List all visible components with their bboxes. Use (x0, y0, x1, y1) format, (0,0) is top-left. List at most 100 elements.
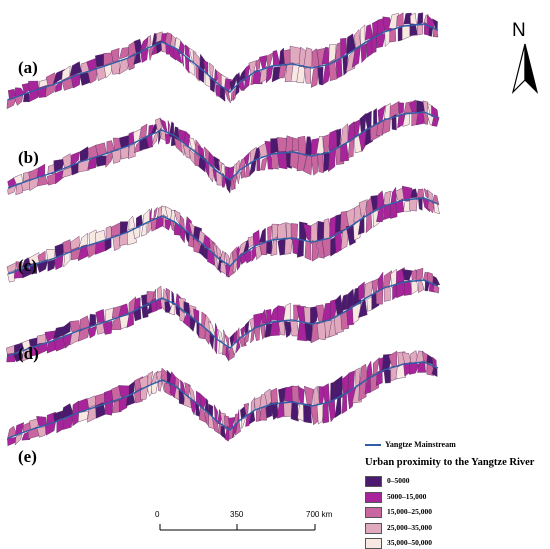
district-cell (153, 206, 158, 220)
district-cell (260, 156, 268, 171)
district-cell (291, 385, 300, 406)
district-cell (417, 12, 424, 26)
district-cell (128, 380, 135, 399)
legend-class-0: 0–5000 (365, 476, 410, 487)
district-cell (297, 321, 308, 342)
legend-class-label-3: 25,000–35,000 (387, 522, 432, 532)
district-cell (417, 197, 423, 211)
district-cell (422, 100, 429, 114)
district-cell (234, 421, 241, 436)
map-panel-4 (7, 350, 439, 447)
district-cell (276, 151, 288, 170)
district-cell (127, 143, 136, 159)
district-cell (243, 403, 249, 417)
district-cell (365, 211, 373, 234)
district-cell (372, 207, 380, 228)
legend-swatch-2 (365, 507, 382, 518)
district-cell (95, 155, 107, 167)
district-cell (276, 137, 287, 154)
district-cell (139, 36, 149, 52)
district-cell (277, 222, 287, 240)
district-cell (62, 239, 72, 254)
map-panel-1 (7, 99, 440, 196)
legend-class-4: 35,000–50,000 (365, 538, 432, 549)
legend-river-entry: Yangtze Mainstream (365, 440, 456, 449)
district-cell (184, 44, 191, 59)
district-cell (357, 214, 365, 235)
district-cell (47, 258, 57, 272)
river-line-icon (365, 444, 381, 447)
district-cell (248, 60, 258, 75)
district-cell (255, 245, 262, 261)
district-cell (164, 133, 172, 145)
district-cell (289, 45, 301, 65)
map-panel-0 (6, 12, 439, 110)
district-cell (14, 433, 23, 446)
district-cell (158, 128, 161, 145)
district-cell (316, 321, 326, 341)
district-cell (237, 78, 245, 91)
district-cell (45, 84, 57, 98)
district-cell (213, 252, 219, 271)
district-cell (128, 215, 136, 233)
district-cell (358, 281, 365, 301)
district-cell (334, 396, 342, 419)
district-cell (69, 61, 82, 77)
district-cell (237, 409, 240, 423)
yangtze-river-line (7, 279, 439, 357)
district-cell (62, 321, 71, 337)
district-cell (409, 197, 418, 212)
district-cell (259, 55, 268, 69)
district-cell (376, 33, 386, 49)
district-cell (328, 146, 336, 173)
district-cell (271, 152, 279, 170)
district-cell (236, 171, 241, 185)
district-cell (341, 390, 348, 414)
district-cell (317, 66, 324, 86)
district-cell (223, 88, 231, 104)
panel-label-1: (b) (18, 148, 39, 167)
district-cell (77, 410, 89, 423)
district-cell (285, 135, 294, 153)
district-cell (411, 278, 419, 295)
scale-label-0: 0 (155, 510, 160, 519)
legend-class-2: 15,000–25,000 (365, 507, 432, 518)
district-cell (37, 250, 46, 262)
district-cell (296, 153, 307, 172)
district-cell (383, 368, 391, 384)
district-cell (243, 151, 250, 167)
district-cell (296, 237, 304, 258)
district-cell (52, 68, 66, 85)
district-cell (258, 227, 266, 244)
district-cell (283, 49, 292, 67)
district-cell (416, 188, 425, 201)
district-cell (347, 138, 355, 159)
district-cell (256, 158, 261, 171)
district-cell (213, 156, 220, 172)
district-cell (271, 66, 281, 83)
district-cell (70, 151, 80, 168)
district-cell (157, 285, 163, 302)
district-cell (304, 240, 312, 261)
district-cell (250, 326, 255, 344)
district-cell (376, 203, 385, 223)
district-cell (168, 303, 176, 316)
district-cell (44, 330, 56, 343)
district-cell (432, 28, 439, 38)
district-cell (311, 240, 319, 262)
district-cell (390, 186, 397, 204)
district-cell (431, 366, 438, 377)
district-cell (322, 399, 330, 424)
district-cell (303, 403, 312, 424)
district-cell (240, 324, 247, 338)
district-cell (415, 267, 424, 283)
legend-title: Urban proximity to the Yangtze River (365, 457, 535, 468)
scale-label-1: 350 (230, 510, 244, 519)
district-cell (290, 400, 299, 422)
district-cell (432, 284, 440, 294)
district-cell (334, 375, 343, 400)
district-cell (36, 426, 47, 438)
district-cell (61, 75, 73, 91)
district-cell (423, 187, 429, 199)
